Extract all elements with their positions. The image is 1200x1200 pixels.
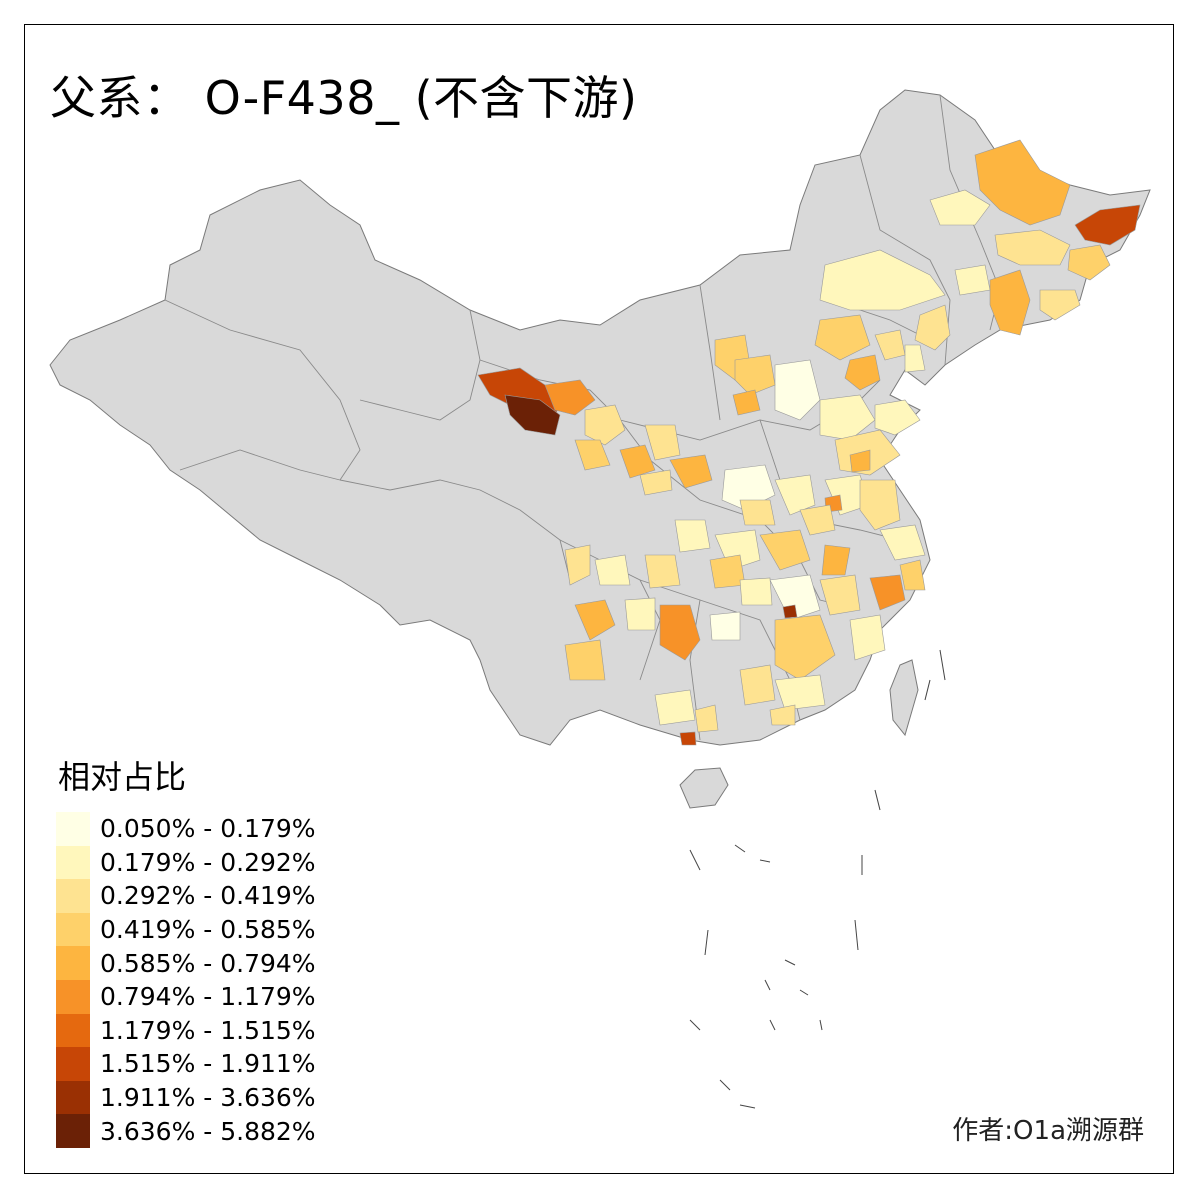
legend-swatch bbox=[56, 1047, 90, 1081]
legend-item: 0.292% - 0.419% bbox=[56, 879, 316, 913]
region-inner-mongolia-central bbox=[819, 249, 946, 311]
region-jilin-east bbox=[1039, 289, 1081, 321]
legend-item: 1.911% - 3.636% bbox=[56, 1080, 316, 1115]
region-zhejiang-2 bbox=[899, 559, 926, 591]
region-jiangsu-2 bbox=[879, 524, 926, 561]
taiwan-island bbox=[889, 659, 919, 737]
region-guangdong-2 bbox=[774, 674, 826, 711]
legend-swatch bbox=[56, 1114, 90, 1148]
legend-label: 3.636% - 5.882% bbox=[100, 1116, 316, 1146]
legend-item: 1.179% - 1.515% bbox=[56, 1013, 316, 1048]
legend-swatch bbox=[56, 946, 90, 980]
legend-item: 0.179% - 0.292% bbox=[56, 845, 316, 880]
legend-swatch bbox=[56, 979, 90, 1014]
region-shandong-mid bbox=[849, 449, 871, 473]
region-heilongjiang-west bbox=[929, 189, 991, 226]
legend-label: 0.794% - 1.179% bbox=[100, 982, 316, 1012]
region-shanxi-north bbox=[774, 359, 821, 421]
region-hubei-4 bbox=[821, 544, 851, 576]
region-sichuan-2 bbox=[594, 554, 631, 586]
region-guangdong-3 bbox=[769, 704, 796, 726]
region-shandong-east bbox=[874, 399, 921, 436]
legend-item: 0.050% - 0.179% bbox=[56, 812, 316, 846]
region-heilongjiang-east bbox=[1074, 204, 1141, 246]
region-jiangxi-3 bbox=[819, 574, 861, 616]
legend-swatch bbox=[56, 1013, 90, 1048]
region-hebei-south bbox=[819, 394, 876, 441]
region-guangxi-2 bbox=[694, 704, 719, 733]
legend-label: 0.179% - 0.292% bbox=[100, 847, 316, 877]
legend-item: 1.515% - 1.911% bbox=[56, 1047, 316, 1081]
region-hlj-south bbox=[1067, 244, 1111, 281]
region-jilin-west bbox=[954, 264, 991, 296]
hainan-island bbox=[679, 767, 729, 809]
region-henan-2 bbox=[774, 474, 816, 516]
region-gansu-south bbox=[574, 439, 611, 471]
legend-item: 0.794% - 1.179% bbox=[56, 979, 316, 1014]
legend-swatch bbox=[56, 1080, 90, 1115]
region-im-south bbox=[814, 314, 871, 361]
region-leizhou bbox=[679, 731, 697, 746]
region-beijing-area bbox=[844, 354, 881, 391]
region-gansu-mid bbox=[584, 404, 626, 446]
region-ordos-south bbox=[732, 389, 761, 416]
legend: 相对占比 0.050% - 0.179% 0.179% - 0.292% 0.292… bbox=[56, 752, 316, 1148]
region-zhejiang-1 bbox=[869, 574, 906, 611]
legend-swatch bbox=[56, 812, 90, 846]
region-shaanxi-north bbox=[644, 424, 681, 461]
region-liaoning-2 bbox=[904, 344, 926, 373]
legend-item: 0.585% - 0.794% bbox=[56, 946, 316, 980]
legend-label: 0.419% - 0.585% bbox=[100, 915, 316, 945]
region-jiangxi-2 bbox=[774, 614, 836, 681]
legend-label: 0.292% - 0.419% bbox=[100, 881, 316, 911]
region-hebei-north bbox=[874, 329, 906, 361]
choropleth-regions bbox=[477, 139, 1141, 746]
legend-label: 0.585% - 0.794% bbox=[100, 948, 316, 978]
region-sichuan-4 bbox=[674, 519, 711, 553]
region-guizhou-2 bbox=[624, 597, 656, 631]
region-sichuan-1 bbox=[564, 544, 591, 586]
region-liaoning-1 bbox=[914, 304, 951, 351]
region-hlj-mid bbox=[994, 229, 1071, 266]
legend-swatch bbox=[56, 879, 90, 913]
region-sichuan-3 bbox=[644, 554, 681, 589]
legend-item: 3.636% - 5.882% bbox=[56, 1114, 316, 1148]
region-fujian-1 bbox=[849, 614, 886, 661]
region-guangxi-1 bbox=[654, 689, 696, 726]
legend-swatch bbox=[56, 845, 90, 880]
region-shaanxi-mid bbox=[669, 454, 713, 489]
map-title: 父系： O-F438_ (不含下游) bbox=[50, 71, 638, 125]
region-gansu-west bbox=[544, 379, 596, 416]
legend-label: 1.911% - 3.636% bbox=[100, 1083, 316, 1113]
legend-label: 1.179% - 1.515% bbox=[100, 1015, 316, 1045]
region-yunnan-2 bbox=[564, 639, 606, 681]
legend-rows: 0.050% - 0.179% 0.179% - 0.292% 0.292% - 0… bbox=[56, 812, 316, 1148]
legend-label: 0.050% - 0.179% bbox=[100, 814, 316, 844]
region-jiangxi-dark bbox=[782, 604, 798, 619]
author-credit: 作者:O1a溯源群 bbox=[952, 1116, 1144, 1146]
region-jiangsu-1 bbox=[859, 479, 901, 531]
legend-title: 相对占比 bbox=[58, 758, 187, 796]
legend-label: 1.515% - 1.911% bbox=[100, 1049, 316, 1079]
region-hunan-2 bbox=[739, 577, 773, 606]
legend-swatch bbox=[56, 912, 90, 947]
region-ordos bbox=[734, 354, 776, 396]
region-hubei-2 bbox=[759, 529, 811, 571]
region-shaanxi-south bbox=[639, 469, 673, 496]
region-ningxia bbox=[619, 444, 656, 479]
region-chongqing bbox=[709, 554, 746, 589]
region-qinghai-core bbox=[504, 394, 561, 436]
south-china-sea-islands bbox=[689, 649, 946, 1109]
region-hunan-1 bbox=[709, 611, 741, 641]
region-henan-3 bbox=[739, 499, 776, 526]
region-guangdong-1 bbox=[739, 664, 776, 706]
region-jilin-mid bbox=[989, 269, 1031, 336]
legend-item: 0.419% - 0.585% bbox=[56, 912, 316, 947]
region-hubei-3 bbox=[799, 504, 836, 536]
region-guizhou-1 bbox=[659, 604, 701, 661]
region-heilongjiang-north bbox=[974, 139, 1071, 226]
region-yunnan-1 bbox=[574, 599, 616, 641]
